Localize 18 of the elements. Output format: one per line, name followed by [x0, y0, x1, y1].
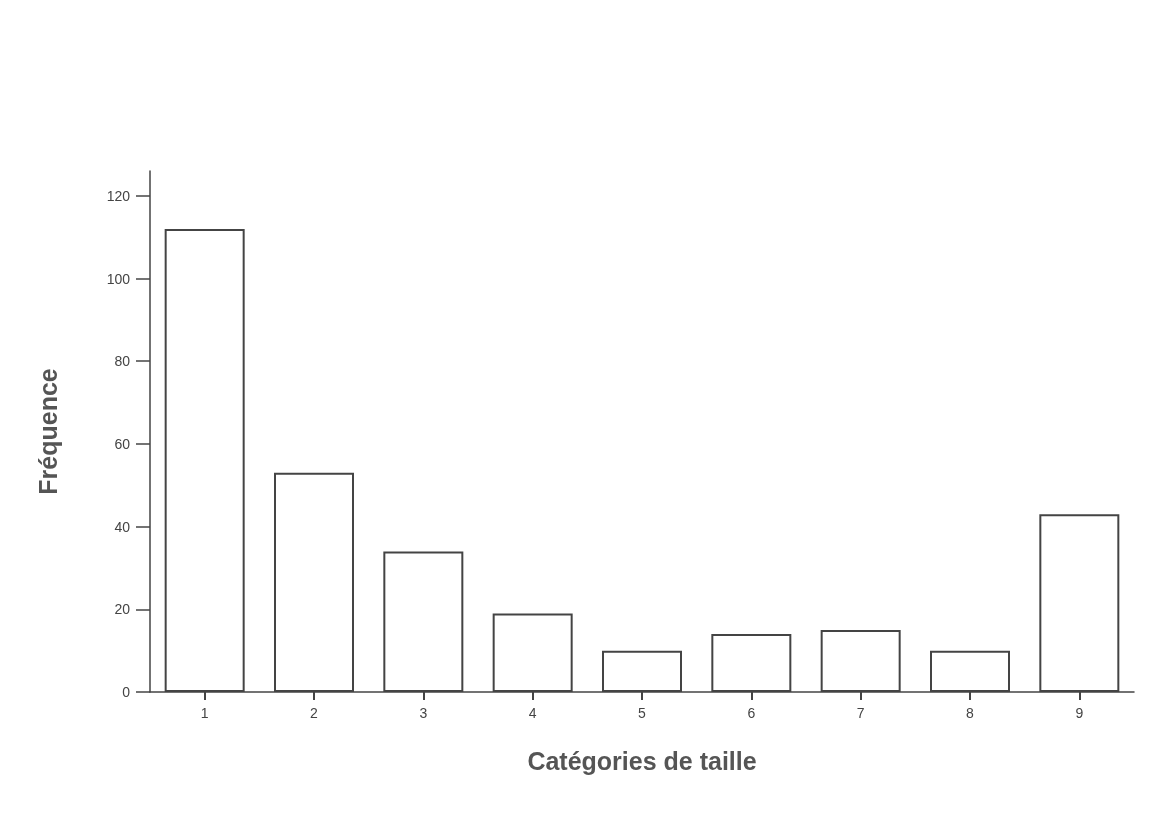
- x-tick-label: 2: [310, 705, 319, 721]
- x-tick-label: 4: [528, 705, 537, 721]
- y-tick-label: 80: [114, 353, 131, 370]
- x-tick-label: 1: [200, 705, 209, 721]
- y-tick-label: 120: [106, 187, 131, 204]
- y-tick-label: 0: [122, 684, 131, 700]
- x-tick-label: 9: [1075, 705, 1084, 721]
- y-axis-title: Fréquence: [33, 368, 62, 495]
- x-tick-label: 3: [419, 705, 428, 721]
- y-tick-label: 40: [114, 518, 131, 535]
- y-tick-label: 60: [114, 435, 131, 452]
- x-tick-label: 5: [638, 705, 647, 721]
- y-tick-label: 20: [114, 601, 131, 618]
- y-tick-label: 100: [106, 270, 131, 287]
- x-tick-label: 6: [747, 705, 756, 721]
- x-axis-title: Catégories de taille: [527, 746, 757, 775]
- x-tick-label: 8: [966, 705, 975, 721]
- x-tick-label: 7: [856, 705, 865, 721]
